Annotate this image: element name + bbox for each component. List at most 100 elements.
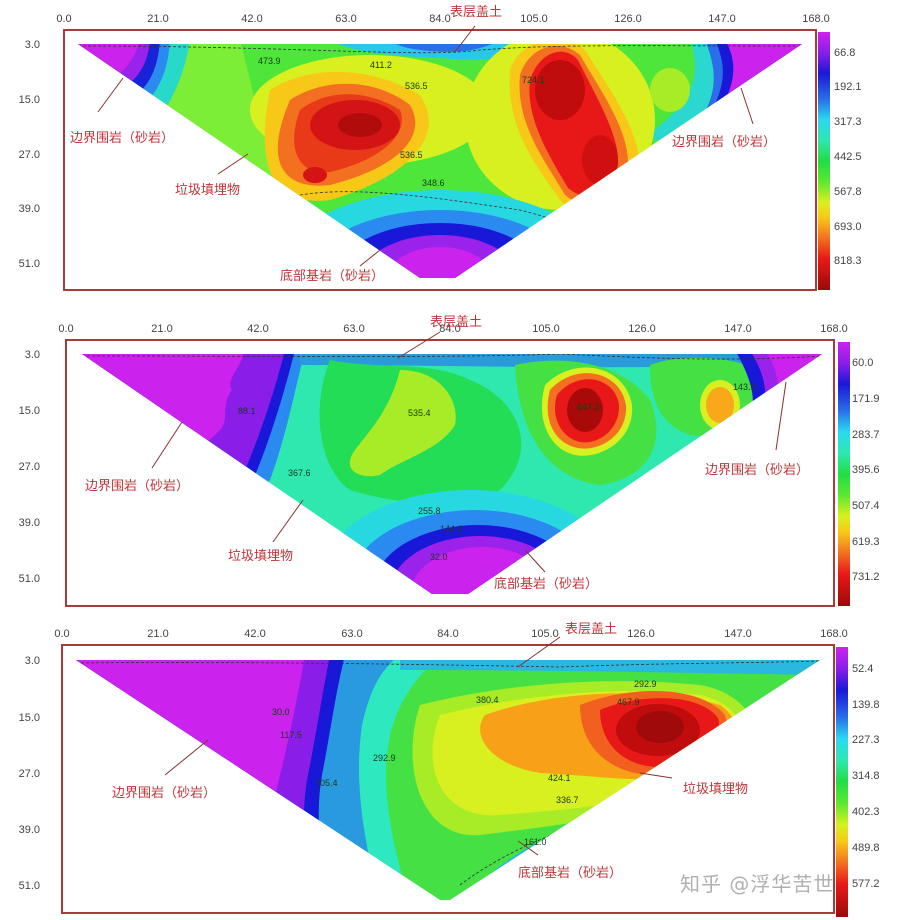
contour-label: 473.9: [258, 56, 281, 66]
annotation-bedrock: 底部基岩（砂岩）: [494, 576, 598, 592]
panel-1-svg: 473.9 411.2 536.5 724.1 536.5 348.6 0.0 …: [19, 5, 862, 291]
contour-label: 536.5: [400, 150, 423, 160]
x-tick: 126.0: [627, 628, 655, 640]
y-tick: 51.0: [19, 880, 40, 892]
colorbar: 66.8 192.1 317.3 442.5 567.8 693.0 818.3: [818, 32, 862, 290]
contour-label: 467.9: [617, 697, 640, 707]
x-tick: 21.0: [151, 323, 172, 335]
colorbar-tick: 395.6: [852, 464, 880, 476]
contour-label: 205.4: [315, 778, 338, 788]
y-tick: 15.0: [19, 405, 40, 417]
panel-2-svg: 88.1 535.4 143.9 647.3 367.6 255.8 144.0…: [19, 315, 880, 607]
annotation-surface-soil: 表层盖土: [450, 5, 502, 20]
contour-label: 292.9: [634, 679, 657, 689]
colorbar: 60.0 171.9 283.7 395.6 507.4 619.3 731.2: [838, 342, 880, 606]
x-tick: 21.0: [147, 628, 168, 640]
annotation-waste-fill: 垃圾填埋物: [228, 549, 293, 564]
x-axis: 0.0 21.0 42.0 63.0 84.0 105.0 126.0 147.…: [56, 13, 829, 25]
x-tick: 0.0: [54, 628, 69, 640]
annotation-boundary-rock-right: 边界围岩（砂岩）: [705, 463, 809, 478]
y-tick: 51.0: [19, 258, 40, 270]
y-axis: 3.0 15.0 27.0 39.0 51.0: [19, 39, 40, 270]
y-tick: 15.0: [19, 94, 40, 106]
x-tick: 105.0: [531, 628, 559, 640]
colorbar-tick: 139.8: [852, 699, 880, 711]
annotation-bedrock: 底部基岩（砂岩）: [518, 865, 622, 881]
x-tick: 84.0: [439, 323, 460, 335]
panel-3-svg: 30.0 117.5 292.9 380.4 467.9 292.9 205.4…: [19, 622, 880, 917]
annotation-boundary-rock-left: 边界围岩（砂岩）: [70, 131, 174, 146]
y-tick: 27.0: [19, 149, 40, 161]
x-tick: 84.0: [437, 628, 458, 640]
contour-label: 336.7: [556, 795, 579, 805]
colorbar-tick: 693.0: [834, 221, 862, 233]
contour-label: 647.3: [577, 402, 600, 412]
y-axis: 3.0 15.0 27.0 39.0 51.0: [19, 349, 40, 585]
x-tick: 0.0: [58, 323, 73, 335]
colorbar-tick: 489.8: [852, 842, 880, 854]
colorbar-tick: 567.8: [834, 186, 862, 198]
x-axis: 0.0 21.0 42.0 63.0 84.0 105.0 126.0 147.…: [54, 628, 847, 640]
annotation-waste-fill: 垃圾填埋物: [175, 183, 240, 198]
contour-label: 32.0: [430, 552, 448, 562]
colorbar-tick: 171.9: [852, 393, 880, 405]
contour-label: 424.1: [548, 773, 571, 783]
x-tick: 84.0: [429, 13, 450, 25]
x-tick: 42.0: [247, 323, 268, 335]
annotation-boundary-rock-left: 边界围岩（砂岩）: [85, 479, 189, 494]
colorbar-tick: 52.4: [852, 663, 873, 675]
contour-label: 536.5: [405, 81, 428, 91]
contour-label: 411.2: [370, 60, 392, 70]
annotation-bedrock: 底部基岩（砂岩）: [280, 268, 384, 284]
contour-label: 88.1: [238, 406, 256, 416]
contour-label: 143.9: [733, 382, 756, 392]
colorbar-tick: 192.1: [834, 81, 862, 93]
y-tick: 39.0: [19, 203, 40, 215]
contour-label: 292.9: [373, 753, 396, 763]
panel-3: 30.0 117.5 292.9 380.4 467.9 292.9 205.4…: [0, 615, 900, 920]
contour-label: 161.0: [524, 837, 547, 847]
x-tick: 63.0: [341, 628, 362, 640]
x-tick: 0.0: [56, 13, 71, 25]
colorbar: 52.4 139.8 227.3 314.8 402.3 489.8 577.2: [836, 647, 880, 917]
colorbar-tick: 227.3: [852, 734, 880, 746]
panel-1: 473.9 411.2 536.5 724.1 536.5 348.6 0.0 …: [0, 0, 900, 300]
x-axis: 0.0 21.0 42.0 63.0 84.0 105.0 126.0 147.…: [58, 323, 847, 335]
x-tick: 63.0: [343, 323, 364, 335]
y-tick: 51.0: [19, 573, 40, 585]
colorbar-tick: 66.8: [834, 47, 855, 59]
x-tick: 168.0: [820, 323, 848, 335]
y-tick: 3.0: [25, 39, 40, 51]
colorbar-tick: 731.2: [852, 571, 880, 583]
contour-label: 367.6: [288, 468, 311, 478]
annotations: 表层盖土 边界围岩（砂岩） 垃圾填埋物 底部基岩（砂岩）: [112, 622, 748, 881]
y-tick: 27.0: [19, 768, 40, 780]
colorbar-tick: 283.7: [852, 429, 880, 441]
contour-label: 535.4: [408, 408, 431, 418]
contour-label: 255.8: [418, 506, 441, 516]
x-tick: 21.0: [147, 13, 168, 25]
x-tick: 126.0: [628, 323, 656, 335]
colorbar-tick: 619.3: [852, 536, 880, 548]
x-tick: 126.0: [614, 13, 642, 25]
colorbar-tick: 314.8: [852, 770, 880, 782]
annotation-surface-soil: 表层盖土: [430, 315, 482, 330]
y-tick: 3.0: [25, 349, 40, 361]
colorbar-tick: 442.5: [834, 151, 862, 163]
y-tick: 39.0: [19, 824, 40, 836]
contour-label: 30.0: [272, 707, 290, 717]
x-tick: 168.0: [820, 628, 848, 640]
x-tick: 105.0: [520, 13, 548, 25]
annotations: 表层盖土 边界围岩（砂岩） 边界围岩（砂岩） 垃圾填埋物 底部基岩（砂岩）: [85, 315, 809, 592]
annotations: 表层盖土 边界围岩（砂岩） 边界围岩（砂岩） 垃圾填埋物 底部基岩（砂岩）: [70, 5, 776, 284]
colorbar-tick: 402.3: [852, 806, 880, 818]
panel-2: 88.1 535.4 143.9 647.3 367.6 255.8 144.0…: [0, 310, 900, 610]
x-tick: 147.0: [724, 628, 752, 640]
watermark: 知乎 @浮华苦世: [680, 872, 835, 896]
contour-label: 380.4: [476, 695, 499, 705]
colorbar-tick: 60.0: [852, 357, 873, 369]
contour-label: 144.0: [440, 524, 463, 534]
contour-label: 724.1: [522, 75, 545, 85]
y-tick: 27.0: [19, 461, 40, 473]
annotation-surface-soil: 表层盖土: [565, 622, 617, 637]
